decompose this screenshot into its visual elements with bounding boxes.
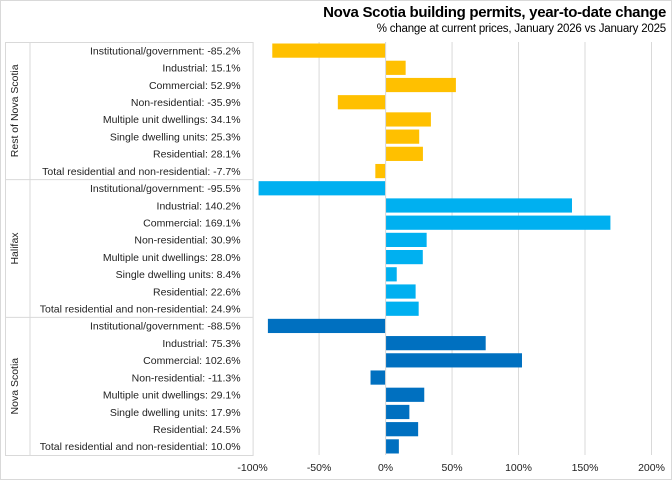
- category-label: Residential: 22.6%: [153, 286, 241, 298]
- bar: [385, 129, 420, 144]
- category-label: Industrial: 15.1%: [162, 63, 240, 75]
- category-axis-box: [5, 42, 254, 456]
- category-label: Total residential and non-residential: -…: [42, 166, 240, 178]
- category-label: Institutional/government: -85.2%: [90, 45, 241, 57]
- x-tick-label: -50%: [307, 462, 332, 474]
- bar: [385, 301, 419, 316]
- chart-subtitle: % change at current prices, January 2026…: [376, 23, 666, 35]
- x-tick-label: 200%: [638, 462, 665, 474]
- bar: [385, 250, 423, 265]
- bar: [375, 163, 386, 179]
- bar: [385, 336, 486, 351]
- category-label: Non-residential: 30.9%: [134, 235, 240, 247]
- category-label: Commercial: 102.6%: [143, 355, 240, 367]
- x-tick-label: 150%: [572, 462, 599, 474]
- bar: [385, 353, 522, 368]
- category-label: Non-residential: -11.3%: [132, 372, 241, 384]
- bar: [385, 387, 425, 402]
- bar: [385, 284, 416, 299]
- category-label: Commercial: 52.9%: [149, 80, 241, 92]
- bar: [385, 404, 410, 420]
- category-label: Multiple unit dwellings: 28.0%: [103, 252, 241, 264]
- bar: [272, 43, 386, 58]
- bar: [385, 232, 427, 247]
- x-tick-label: 50%: [442, 462, 463, 474]
- bar: [385, 60, 406, 75]
- category-label: Institutional/government: -95.5%: [90, 183, 241, 195]
- bar: [370, 370, 386, 385]
- category-label: Total residential and non-residential: 2…: [40, 304, 241, 316]
- category-label: Single dwelling units: 8.4%: [116, 269, 241, 281]
- group-label: Halifax: [9, 232, 21, 265]
- bar: [267, 318, 386, 334]
- chart-title: Nova Scotia building permits, year-to-da…: [323, 4, 666, 21]
- category-label: Institutional/government: -88.5%: [90, 321, 241, 333]
- category-label: Single dwelling units: 25.3%: [110, 131, 241, 143]
- category-label: Industrial: 75.3%: [162, 338, 240, 350]
- bar: [337, 95, 386, 110]
- group-label: Rest of Nova Scotia: [9, 64, 21, 157]
- x-tick-label: -100%: [237, 462, 267, 474]
- bar: [385, 422, 419, 437]
- bar: [385, 215, 611, 230]
- bar: [385, 267, 397, 282]
- category-label: Residential: 28.1%: [153, 149, 241, 161]
- bar: [385, 439, 399, 454]
- group-label: Nova Scotia: [9, 358, 21, 415]
- category-label: Commercial: 169.1%: [143, 217, 240, 229]
- category-label: Single dwelling units: 17.9%: [110, 407, 241, 419]
- category-label: Industrial: 140.2%: [157, 200, 241, 212]
- x-tick-label: 0%: [378, 462, 393, 474]
- category-label: Total residential and non-residential: 1…: [40, 441, 241, 453]
- x-tick-label: 100%: [505, 462, 532, 474]
- category-label: Residential: 24.5%: [153, 424, 241, 436]
- bar: [258, 181, 386, 196]
- bar: [385, 198, 572, 213]
- category-label: Multiple unit dwellings: 34.1%: [103, 114, 241, 126]
- bar: [385, 77, 456, 93]
- bar: [385, 112, 431, 127]
- category-label: Multiple unit dwellings: 29.1%: [103, 390, 241, 402]
- category-label: Non-residential: -35.9%: [131, 97, 241, 109]
- bar: [385, 146, 423, 161]
